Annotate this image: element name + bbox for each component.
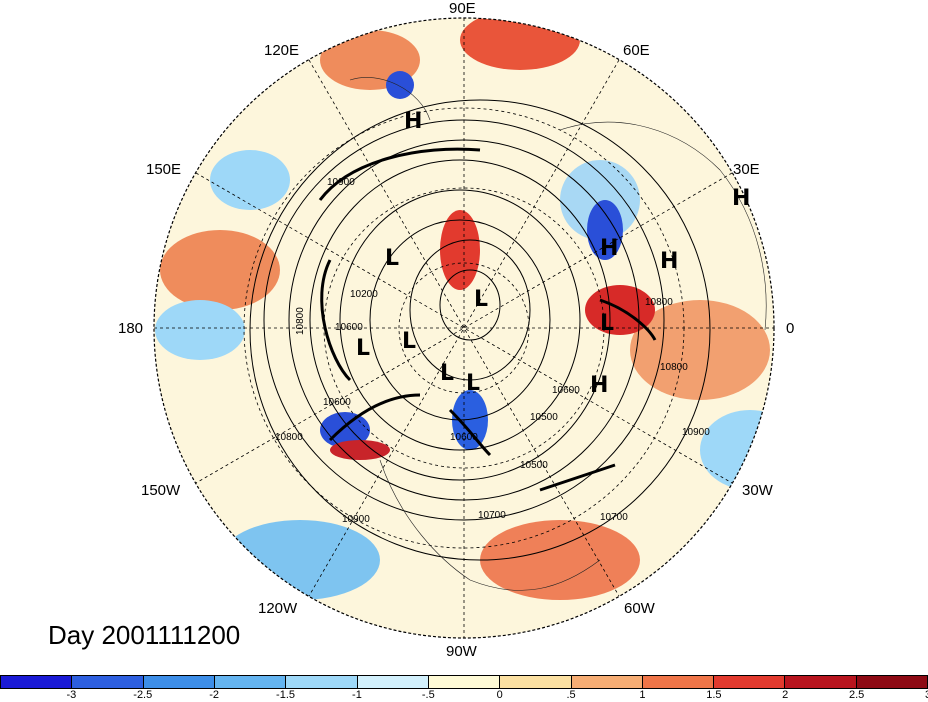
colorbar-tick-label: 1 — [639, 689, 646, 701]
high-pressure-marker: H — [732, 186, 750, 211]
contour-label: 10700 — [478, 510, 506, 521]
contour-label: 10600 — [335, 322, 363, 333]
low-pressure-marker: L — [440, 361, 454, 386]
high-pressure-marker: H — [404, 109, 422, 134]
colorbar-segment — [500, 676, 572, 688]
high-pressure-marker: H — [590, 373, 608, 398]
contour-label: 10700 — [600, 512, 628, 523]
height-contours — [249, 99, 711, 561]
longitude-label-90e: 90E — [449, 0, 476, 17]
colorbar-tick-label: .5 — [566, 689, 576, 701]
colorbar-segment — [1, 676, 73, 688]
high-pressure-marker: H — [660, 249, 678, 274]
contour-label: 10500 — [530, 412, 558, 423]
colorbar-tick-label: 1.5 — [706, 689, 722, 701]
low-pressure-marker: L — [356, 336, 370, 361]
contour-label: 10900 — [342, 514, 370, 525]
colorbar-segment — [214, 676, 287, 688]
longitude-label-60w: 60W — [624, 600, 655, 617]
contour-label: 10600 — [552, 385, 580, 396]
longitude-label-150e: 150E — [146, 161, 182, 178]
contour-label: 10600 — [323, 397, 351, 408]
colorbar-segment — [571, 676, 643, 688]
colorbar-segment — [286, 676, 358, 688]
colorbar-tick-label: 0 — [496, 689, 503, 701]
colorbar-tick-label: -1 — [352, 689, 362, 701]
colorbar-segment — [357, 676, 429, 688]
colorbar-segment — [428, 676, 501, 688]
high-pressure-marker: H — [600, 236, 618, 261]
contour-label: 10500 — [520, 460, 548, 471]
colorbar-segment — [72, 676, 144, 688]
longitude-label-60e: 60E — [623, 42, 650, 59]
colorbar-tick-label: 2.5 — [848, 689, 865, 701]
contour-label: 10800 — [295, 307, 306, 335]
low-pressure-marker: L — [474, 287, 488, 312]
colorbar-tick-label: -1.5 — [276, 689, 296, 701]
colorbar-tick-label: -.5 — [421, 689, 435, 701]
longitude-label-120w: 120W — [258, 600, 298, 617]
longitude-label-30w: 30W — [742, 482, 773, 499]
contour-label: 10200 — [350, 289, 378, 300]
date-label: Day 2001111200 — [48, 620, 241, 650]
longitude-label-30e: 30E — [733, 161, 760, 178]
colorbar — [0, 675, 928, 689]
colorbar-tick-label: 2 — [782, 689, 789, 701]
colorbar-tick-label: -2.5 — [133, 689, 153, 701]
colorbar-tick-label: -2 — [209, 689, 220, 701]
colorbar-tick-labels: -3 -2.5 -2 -1.5 -1 -.5 0 .5 1 1.5 2 2.5 3 — [0, 689, 928, 702]
low-pressure-marker: L — [385, 246, 399, 271]
longitude-label-120e: 120E — [264, 42, 300, 59]
colorbar-tick-label: 3 — [925, 689, 928, 701]
contour-label: 10800 — [275, 432, 303, 443]
longitude-label-150w: 150W — [141, 482, 181, 499]
low-pressure-marker: L — [600, 311, 614, 336]
colorbar-segment — [714, 676, 786, 688]
low-pressure-marker: L — [402, 329, 416, 354]
meridian-lines — [154, 18, 774, 638]
longitude-label-0: 0 — [786, 320, 795, 337]
jet-contours — [318, 147, 657, 492]
contour-label: 10800 — [645, 297, 673, 308]
anomaly-field — [154, 18, 774, 638]
contour-label: 10600 — [450, 432, 478, 443]
low-pressure-marker: L — [466, 371, 480, 396]
colorbar-segment — [856, 676, 928, 688]
contour-label: 10800 — [660, 362, 688, 373]
colorbar-segment — [143, 676, 215, 688]
coastlines — [349, 77, 767, 591]
colorbar-segment — [642, 676, 715, 688]
colorbar-segment — [785, 676, 857, 688]
longitude-label-180: 180 — [118, 320, 144, 337]
longitude-label-90w: 90W — [446, 643, 477, 660]
contour-label: 10900 — [327, 177, 355, 188]
colorbar-tick-label: -3 — [66, 689, 77, 701]
contour-label: 10900 — [682, 427, 710, 438]
